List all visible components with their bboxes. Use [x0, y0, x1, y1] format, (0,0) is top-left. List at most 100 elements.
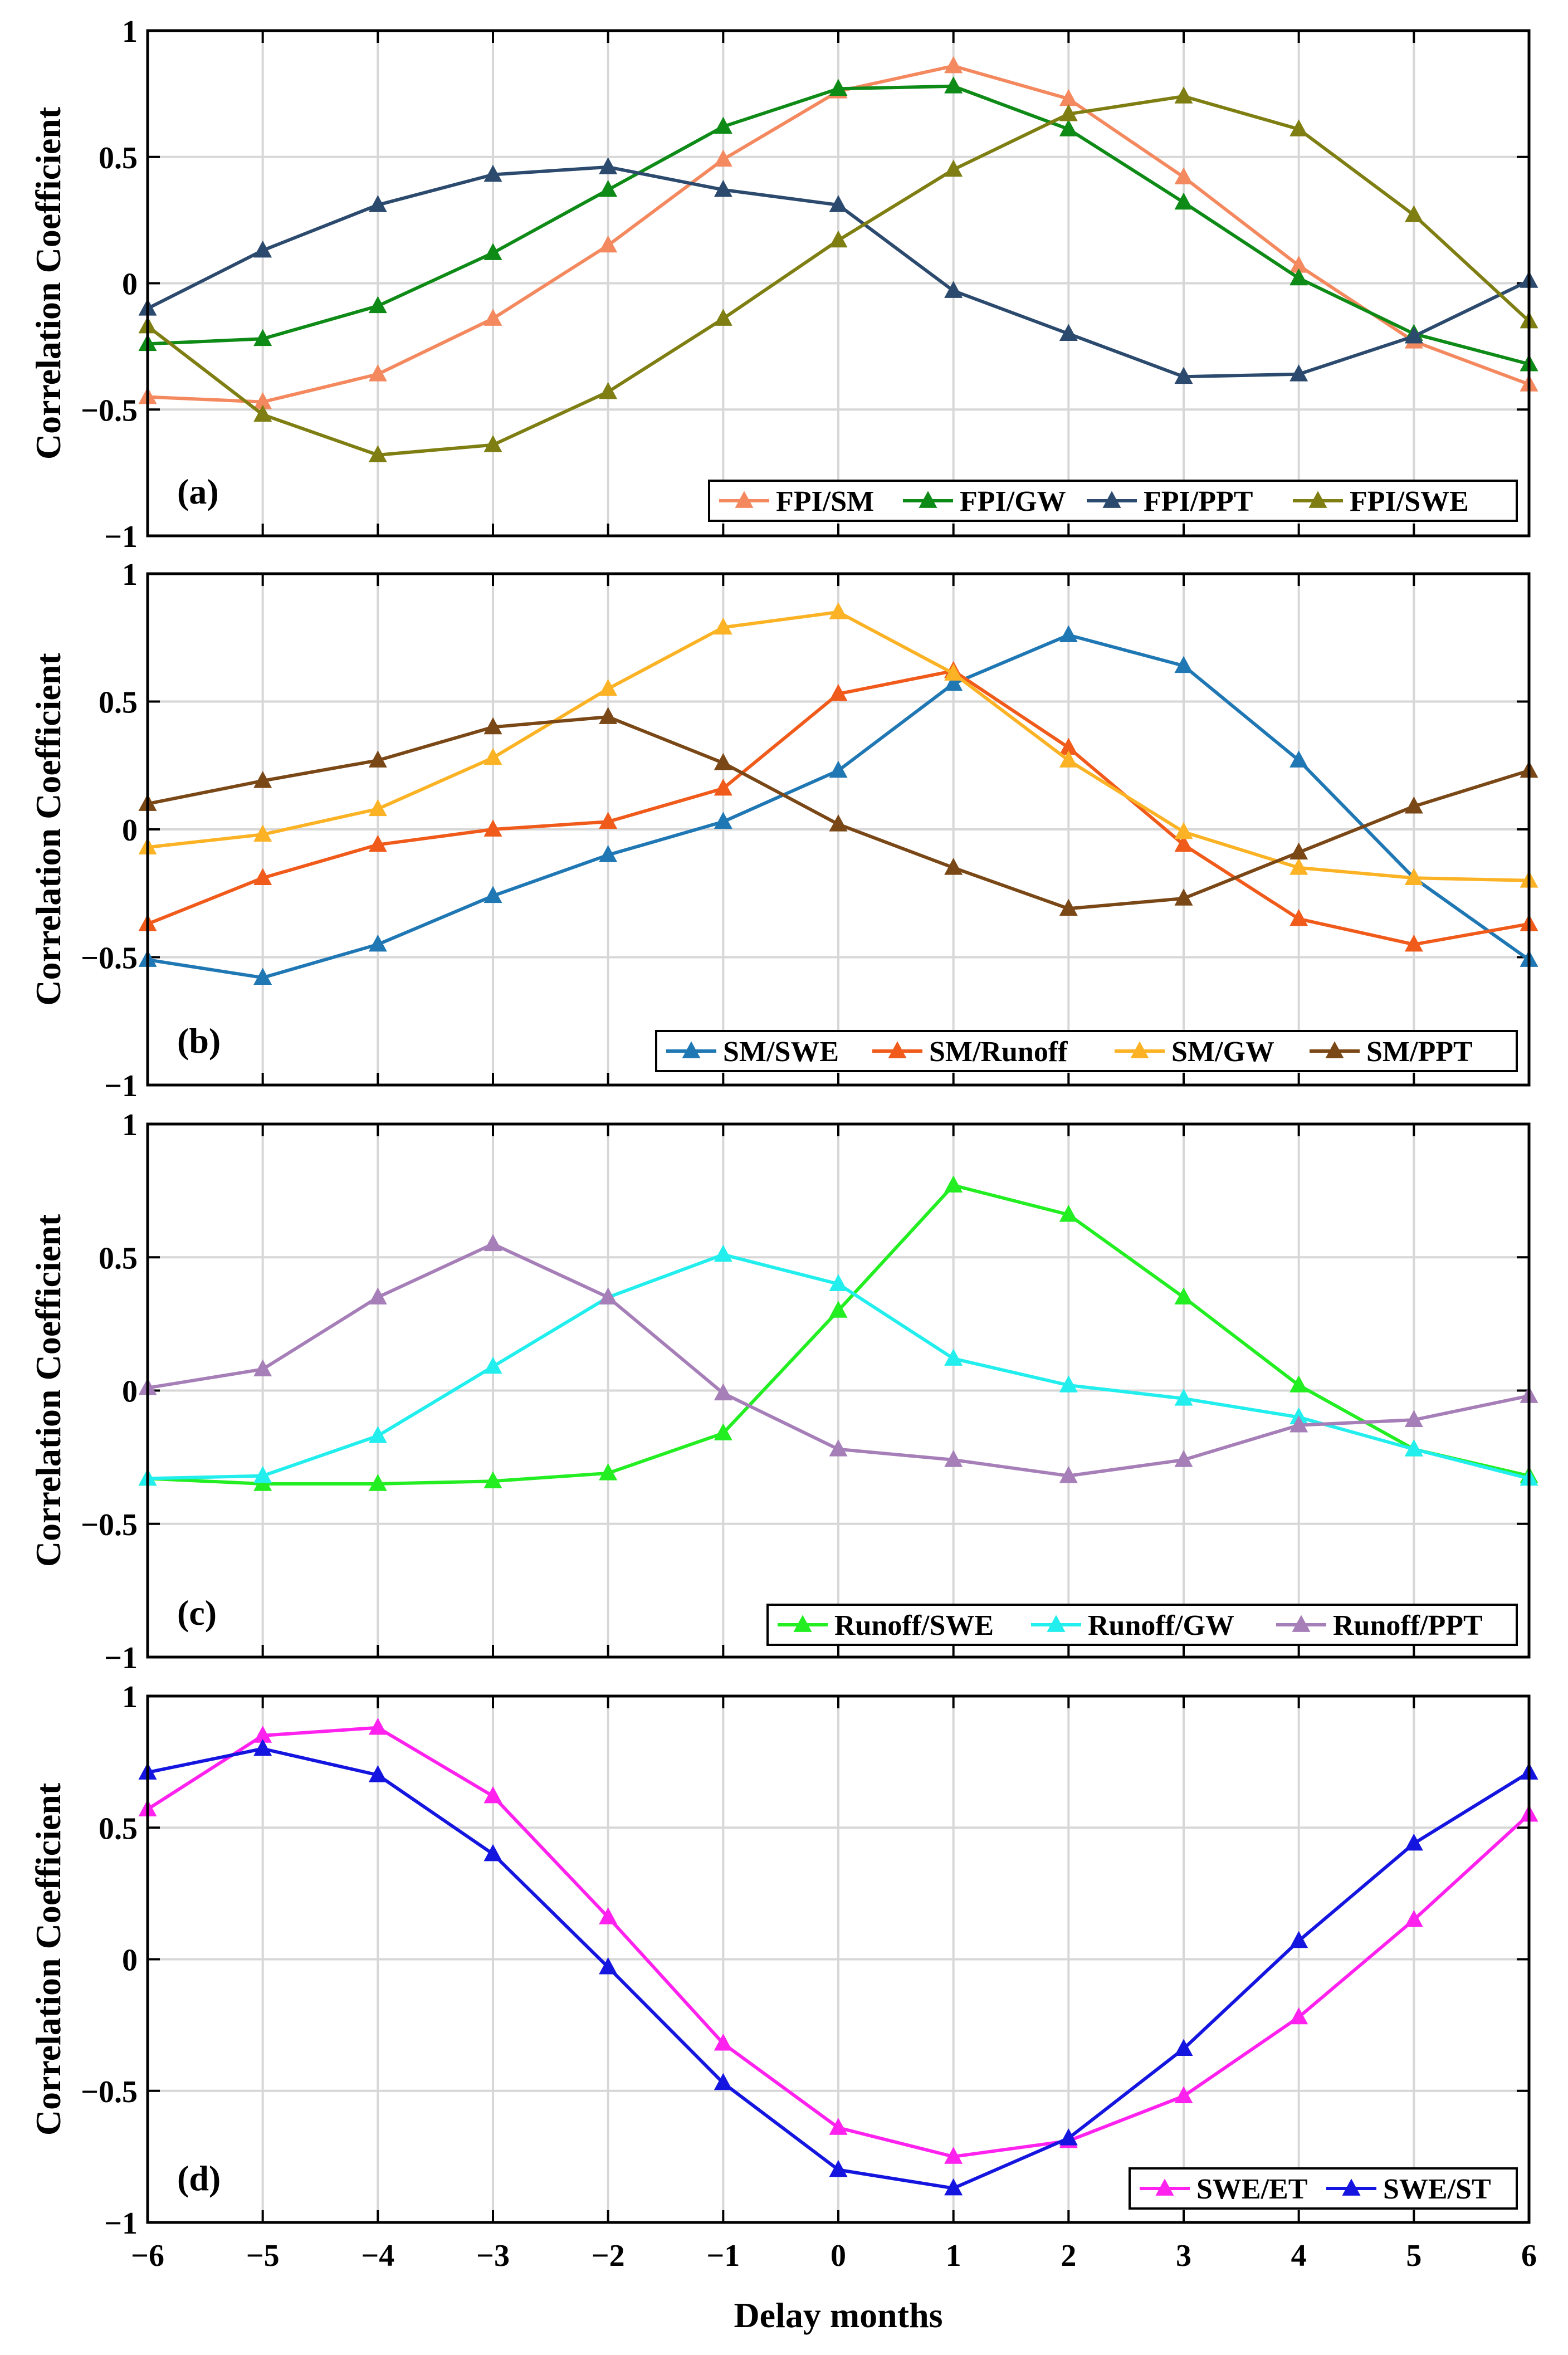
- legend-entry-label: Runoff/PPT: [1333, 1610, 1483, 1641]
- legend-marker: [1325, 1041, 1344, 1058]
- data-point: [599, 1463, 618, 1481]
- data-point: [1404, 868, 1423, 886]
- data-point: [368, 1287, 387, 1304]
- data-point: [1289, 119, 1308, 136]
- y-tick-label: 1: [122, 14, 138, 49]
- data-point: [483, 886, 502, 903]
- data-point: [368, 445, 387, 462]
- data-point: [1289, 256, 1308, 273]
- data-point: [1059, 625, 1078, 642]
- data-point: [944, 663, 963, 681]
- data-point: [1404, 1909, 1423, 1927]
- data-point: [829, 602, 848, 619]
- data-point: [253, 392, 272, 409]
- data-point: [483, 1844, 502, 1861]
- data-point: [599, 1287, 618, 1304]
- x-tick-label: 0: [831, 2239, 846, 2273]
- data-point: [253, 771, 272, 788]
- data-point: [714, 2034, 732, 2051]
- data-point: [483, 1356, 502, 1374]
- x-tick-label: 1: [946, 2239, 961, 2273]
- x-tick-label: −2: [592, 2239, 625, 2273]
- legend: SM/SWE SM/Runoff SM/GW SM/PPT: [655, 1030, 1518, 1072]
- data-point: [368, 1765, 387, 1782]
- data-point: [483, 1786, 502, 1804]
- data-point: [714, 116, 732, 134]
- data-point: [1404, 1439, 1423, 1457]
- data-point: [599, 235, 618, 253]
- data-point: [1174, 822, 1193, 839]
- data-point: [253, 968, 272, 985]
- data-point: [944, 2147, 963, 2164]
- legend-entry-label: FPI/SWE: [1350, 486, 1469, 517]
- data-point: [368, 1474, 387, 1491]
- data-point: [1174, 192, 1193, 210]
- data-point: [1404, 934, 1423, 952]
- data-point: [368, 750, 387, 768]
- data-point: [944, 2178, 963, 2196]
- y-tick-label: −1: [104, 520, 138, 554]
- data-point: [599, 678, 618, 696]
- data-point: [944, 1450, 963, 1467]
- data-point: [1174, 167, 1193, 184]
- data-point: [483, 717, 502, 735]
- data-point: [483, 747, 502, 765]
- x-tick-label: 5: [1406, 2239, 1422, 2273]
- data-point: [714, 778, 732, 796]
- panel-label: (b): [177, 1021, 221, 1061]
- y-tick-label: 1: [122, 558, 138, 592]
- data-point: [1289, 750, 1308, 768]
- x-axis-label: Delay months: [734, 2295, 942, 2335]
- plot-frame: [146, 572, 1531, 1087]
- data-point: [1059, 750, 1078, 768]
- data-point: [483, 243, 502, 260]
- data-point: [1289, 1415, 1308, 1433]
- data-point: [253, 404, 272, 422]
- data-point: [829, 2118, 848, 2135]
- legend-box: [766, 1604, 1518, 1646]
- legend-entry-label: SWE/ST: [1383, 2173, 1491, 2205]
- x-tick-label: 2: [1061, 2239, 1076, 2273]
- data-point: [1059, 104, 1078, 121]
- data-point: [1059, 898, 1078, 916]
- plot-frame: [146, 29, 1531, 538]
- legend-marker: [888, 1041, 907, 1058]
- data-point: [714, 149, 732, 167]
- data-point: [714, 1423, 732, 1440]
- y-tick-label: −1: [104, 1641, 138, 1675]
- data-point: [253, 868, 272, 886]
- data-point: [1289, 364, 1308, 382]
- legend-marker: [1155, 2178, 1174, 2196]
- legend-marker: [1308, 491, 1327, 508]
- data-point: [944, 1175, 963, 1193]
- data-point: [944, 1348, 963, 1366]
- data-point: [599, 180, 618, 197]
- panel-c: 1 0.5 0 −0.5 −1 Correlation Coefficient (c) Run…: [28, 1108, 1538, 1675]
- legend: SWE/ET SWE/ST: [1129, 2167, 1518, 2210]
- y-axis-label: Correlation Coefficient: [28, 1782, 68, 2136]
- data-point: [1404, 1833, 1423, 1851]
- data-point: [599, 845, 618, 862]
- data-point: [253, 329, 272, 346]
- legend-box: [1129, 2167, 1518, 2210]
- series-swe-st: [138, 1738, 1538, 2196]
- x-tick-label: −1: [706, 2239, 740, 2273]
- data-point: [599, 1957, 618, 1975]
- y-tick-label: −0.5: [81, 393, 138, 428]
- data-point: [1289, 842, 1308, 860]
- data-point: [829, 684, 848, 701]
- data-point: [1059, 737, 1078, 755]
- data-point: [1174, 86, 1193, 104]
- data-point: [714, 2073, 732, 2090]
- data-point: [1289, 268, 1308, 286]
- data-point: [1289, 908, 1308, 926]
- data-point: [1289, 1375, 1308, 1393]
- legend-marker: [1047, 1615, 1066, 1632]
- panel-label: (a): [177, 472, 219, 511]
- data-point: [944, 76, 963, 94]
- y-tick-label: 0.5: [99, 1241, 138, 1276]
- data-point: [944, 159, 963, 177]
- data-point: [1174, 2039, 1193, 2056]
- legend-marker: [793, 1615, 812, 1632]
